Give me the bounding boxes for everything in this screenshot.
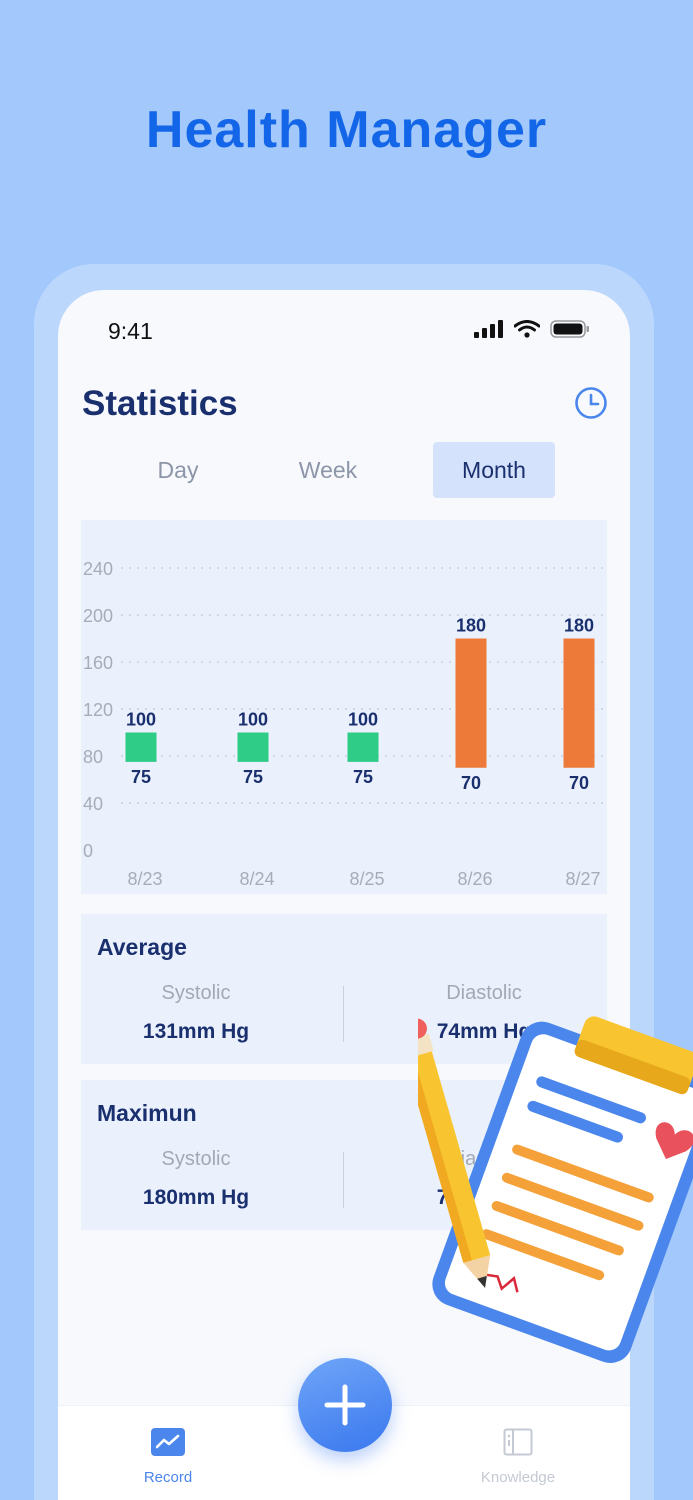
y-tick-label: 160 <box>83 653 113 673</box>
app-headline: Health Manager <box>145 101 548 159</box>
data-label-high: 180 <box>456 616 486 636</box>
divider <box>343 1152 344 1208</box>
nav-knowledge[interactable]: Knowledge <box>458 1428 578 1486</box>
y-tick-label: 0 <box>83 841 93 861</box>
x-tick-label: 8/25 <box>349 869 384 889</box>
average-systolic-label: Systolic <box>161 982 231 1004</box>
blood-pressure-chart: 0 40 80 120 160 200 240 100 75 8/23 100 75 8/24 100 75… <box>81 520 607 894</box>
data-label-low: 75 <box>243 767 263 787</box>
nav-record[interactable]: Record <box>108 1428 228 1486</box>
chart-trend-icon <box>151 1428 185 1456</box>
bar <box>455 638 487 768</box>
nav-knowledge-label: Knowledge <box>480 1469 556 1486</box>
battery-icon <box>550 320 589 338</box>
y-tick-label: 240 <box>83 559 113 579</box>
data-label-high: 180 <box>564 616 594 636</box>
y-tick-label: 40 <box>83 794 103 814</box>
divider <box>343 986 344 1042</box>
page-title: Statistics <box>82 384 238 423</box>
status-icons <box>474 320 590 338</box>
chart-svg: 0 40 80 120 160 200 240 100 75 8/23 100 75 8/24 100 75… <box>83 559 607 889</box>
wifi-icon <box>514 320 540 338</box>
data-label-low: 75 <box>353 767 373 787</box>
bar <box>237 732 269 762</box>
average-title: Average <box>97 934 187 960</box>
phone-screen: 9:41 Statistics Day Week Month 0 40 80 120 1… <box>58 290 630 1500</box>
data-label-high: 100 <box>348 710 378 730</box>
average-diastolic-label: Diastolic <box>446 982 522 1004</box>
bar <box>347 732 379 762</box>
x-tick-label: 8/24 <box>239 869 274 889</box>
bar <box>563 638 595 768</box>
bar <box>125 732 157 762</box>
clock-history-icon[interactable] <box>574 386 608 420</box>
x-tick-label: 8/26 <box>457 869 492 889</box>
clipboard-pencil-illustration <box>418 1016 693 1363</box>
data-label-low: 75 <box>131 767 151 787</box>
maximum-systolic-label: Systolic <box>161 1148 231 1170</box>
maximum-title: Maximun <box>97 1100 197 1126</box>
tab-day[interactable]: Day <box>157 457 199 483</box>
tab-month[interactable]: Month <box>433 442 555 498</box>
period-tabs: Day Week Month <box>118 442 558 498</box>
y-tick-label: 120 <box>83 700 113 720</box>
data-label-low: 70 <box>569 773 589 793</box>
x-tick-label: 8/27 <box>565 869 600 889</box>
book-icon <box>503 1428 533 1456</box>
add-record-button[interactable] <box>298 1358 392 1452</box>
maximum-systolic-value: 180mm Hg <box>142 1186 250 1209</box>
nav-record-label: Record <box>143 1469 193 1486</box>
average-card: Average Systolic 131mm Hg Diastolic 74mm… <box>81 914 607 1064</box>
status-time: 9:41 <box>108 318 153 344</box>
signal-icon <box>474 320 503 338</box>
y-tick-label: 80 <box>83 747 103 767</box>
data-label-high: 100 <box>238 710 268 730</box>
plus-icon <box>324 1384 366 1426</box>
data-label-high: 100 <box>126 710 156 730</box>
tab-week[interactable]: Week <box>298 457 358 483</box>
x-tick-label: 8/23 <box>127 869 162 889</box>
y-tick-label: 200 <box>83 606 113 626</box>
data-label-low: 70 <box>461 773 481 793</box>
average-systolic-value: 131mm Hg <box>142 1020 250 1043</box>
average-diastolic-value: 74mm Hg <box>436 1020 532 1043</box>
